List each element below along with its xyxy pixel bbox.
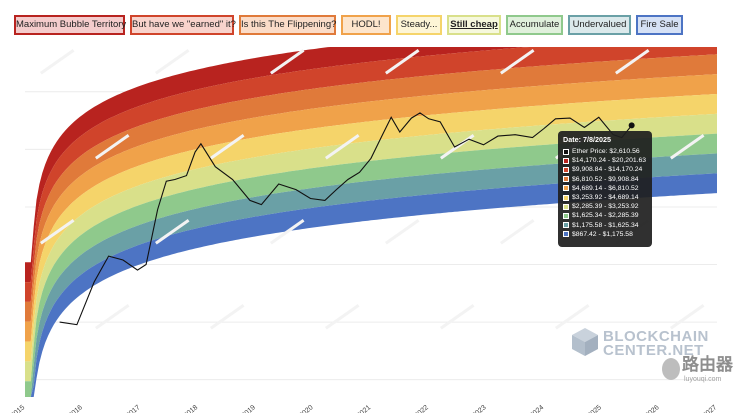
- tooltip-row: $2,285.39 - $3,253.92: [563, 202, 647, 211]
- x-tick-label: 2020: [298, 404, 315, 413]
- tooltip-date: Date: 7/8/2025: [563, 135, 611, 144]
- legend-still-cheap[interactable]: Still cheap: [447, 15, 501, 35]
- watermark-stripe: [385, 49, 420, 75]
- x-tick-label: 2021: [356, 404, 373, 413]
- tooltip-swatch: [563, 194, 569, 201]
- rainbow-chart-svg: 2015 2016 2017 2018 2019 2020 2021 2022 2023 2024…: [10, 17, 719, 418]
- tooltip-row-label: $2,285.39 - $3,253.92: [572, 203, 639, 211]
- tooltip: Date: 7/8/2025 Ether Price: $2,610.56 $1…: [558, 131, 652, 247]
- tooltip-row: $1,175.58 - $1,625.34: [563, 221, 647, 230]
- tooltip-row: $4,689.14 - $6,810.52: [563, 184, 647, 193]
- rainbow-band: [25, 54, 717, 322]
- rainbow-band: [25, 173, 717, 397]
- watermark-stripe: [40, 49, 75, 75]
- watermark-stripe: [324, 134, 360, 160]
- tooltip-swatch: [563, 212, 569, 219]
- tooltip-swatch: [563, 176, 569, 183]
- current-price-point: [628, 122, 635, 129]
- tooltip-row-label: $9,908.84 - $14,170.24: [572, 166, 643, 174]
- x-tick-label: 2018: [183, 404, 200, 413]
- watermark-line2: CENTER.NET: [603, 342, 704, 359]
- x-tick-label: 2022: [414, 404, 431, 413]
- rainbow-bands: [25, 47, 717, 397]
- x-tick-label: 2016: [68, 404, 85, 413]
- watermark-stripe: [385, 219, 420, 245]
- watermark-stripe: [270, 49, 305, 75]
- blockchaincenter-watermark: BLOCKCHAIN CENTER.NET: [571, 325, 708, 365]
- legend-maximum-bubble-territory[interactable]: Maximum Bubble Territory: [14, 15, 126, 35]
- x-tick-label: 2017: [125, 404, 142, 413]
- zone-legend: Maximum Bubble Territory But have we "ea…: [0, 0, 741, 42]
- x-tick-label: 2026: [644, 404, 661, 413]
- watermark-stripe: [269, 219, 305, 245]
- rainbow-band: [25, 74, 717, 342]
- diagonal-watermarks: [40, 49, 705, 330]
- cube-logo-icon: [572, 328, 598, 356]
- watermark-stripe: [210, 304, 245, 330]
- price-line: [59, 112, 633, 326]
- watermark-stripe: [615, 49, 650, 75]
- legend-undervalued[interactable]: Undervalued: [568, 15, 631, 35]
- rainbow-band: [25, 113, 717, 382]
- x-tick-label: 2015: [10, 404, 27, 413]
- watermark-stripe: [670, 134, 705, 160]
- watermark-stripe: [500, 49, 535, 75]
- tooltip-swatch: [563, 166, 569, 173]
- watermark-stripe: [155, 219, 190, 245]
- watermark-stripe: [210, 134, 245, 160]
- tooltip-row: $9,908.84 - $14,170.24: [563, 165, 647, 174]
- tooltip-row: $3,253.92 - $4,689.14: [563, 193, 647, 202]
- watermark-stripe: [669, 304, 705, 330]
- tooltip-row-label: $14,170.24 - $20,201.63: [572, 157, 647, 165]
- brand-logo-icon: [662, 358, 680, 380]
- tooltip-row: Ether Price: $2,610.56: [563, 147, 647, 156]
- tooltip-row-label: $6,810.52 - $9,908.84: [572, 175, 639, 183]
- tooltip-row: $6,810.52 - $9,908.84: [563, 175, 647, 184]
- legend-accumulate[interactable]: Accumulate: [506, 15, 563, 35]
- tooltip-row: $1,625.34 - $2,285.39: [563, 211, 647, 220]
- rainbow-band: [25, 153, 717, 397]
- x-tick-label: 2019: [241, 404, 258, 413]
- rainbow-band: [25, 94, 717, 362]
- legend-steady[interactable]: Steady...: [396, 15, 442, 35]
- brand-sub: luyouqi.com: [684, 376, 722, 383]
- watermark-stripe: [500, 219, 535, 245]
- tooltip-row-label: Ether Price: $2,610.56: [572, 148, 640, 156]
- tooltip-row-label: $867.42 - $1,175.58: [572, 230, 633, 238]
- watermark-stripe: [555, 304, 590, 330]
- tooltip-swatch: [563, 231, 569, 238]
- watermark-stripe: [155, 49, 190, 75]
- tooltip-row: $867.42 - $1,175.58: [563, 230, 647, 239]
- tooltip-swatch: [563, 203, 569, 210]
- legend-but-have-we-earned-it[interactable]: But have we "earned" it?: [130, 15, 236, 35]
- watermark-stripe: [95, 304, 130, 330]
- tooltip-swatch: [563, 157, 569, 164]
- watermark-stripe: [95, 134, 130, 160]
- legend-hodl[interactable]: HODL!: [341, 15, 391, 35]
- tooltip-row-label: $3,253.92 - $4,689.14: [572, 194, 639, 202]
- site-brand: 路由器 luyouqi.com: [660, 356, 738, 386]
- watermark-line1: BLOCKCHAIN: [603, 328, 709, 345]
- watermark-stripe: [440, 304, 475, 330]
- tooltip-swatch: [563, 185, 569, 192]
- tooltip-swatch: [563, 148, 569, 155]
- tooltip-row-label: $1,625.34 - $2,285.39: [572, 212, 639, 220]
- brand-name: 路由器: [682, 355, 733, 374]
- tooltip-row-label: $4,689.14 - $6,810.52: [572, 184, 639, 192]
- tooltip-row-label: $1,175.58 - $1,625.34: [572, 221, 639, 229]
- x-axis: 2015 2016 2017 2018 2019 2020 2021 2022 2023 2024…: [10, 404, 719, 418]
- x-tick-label: 2023: [471, 404, 488, 413]
- watermark-stripe: [325, 304, 360, 330]
- rainbow-band: [25, 133, 717, 397]
- x-tick-label: 2027: [702, 404, 719, 413]
- legend-fire-sale[interactable]: Fire Sale: [636, 15, 683, 35]
- tooltip-swatch: [563, 222, 569, 229]
- legend-is-this-the-flippening[interactable]: Is this The Flippening?: [239, 15, 336, 35]
- x-tick-label: 2024: [529, 404, 546, 413]
- rainbow-chart: 2015 2016 2017 2018 2019 2020 2021 2022 2023 2024…: [0, 17, 741, 418]
- tooltip-row: $14,170.24 - $20,201.63: [563, 156, 647, 165]
- x-tick-label: 2025: [587, 404, 604, 413]
- watermark-stripe: [40, 219, 75, 245]
